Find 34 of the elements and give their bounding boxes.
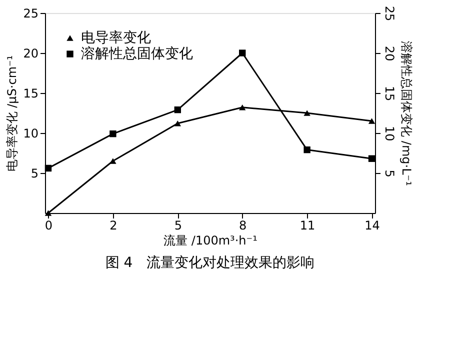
y2-tick-label: 20 bbox=[382, 46, 396, 62]
y2-tick-label: 25 bbox=[382, 6, 396, 22]
x-tick-label: 0 bbox=[44, 218, 53, 232]
x-tick-label: 11 bbox=[300, 218, 316, 232]
y2-axis-title: 溶解性总固体变化 /mg·L⁻¹ bbox=[400, 41, 414, 186]
point bbox=[368, 155, 376, 162]
x-axis-title: 流量 /100m³·h⁻¹ bbox=[164, 234, 258, 248]
x-tick-label: 8 bbox=[239, 218, 247, 232]
point bbox=[368, 118, 376, 124]
y-tick-label: 15 bbox=[23, 86, 38, 100]
y-tick-label: 5 bbox=[30, 166, 38, 180]
point bbox=[110, 130, 116, 138]
point bbox=[239, 104, 246, 110]
y-tick-label: 20 bbox=[23, 46, 38, 60]
y2-tick-label: 15 bbox=[382, 86, 396, 102]
y-tick-label: 25 bbox=[23, 6, 38, 20]
y2-tick-label: 10 bbox=[382, 126, 396, 142]
legend-label: 电导率变化 bbox=[81, 30, 151, 46]
x-tick-label: 2 bbox=[110, 218, 118, 232]
x-tick-label: 14 bbox=[364, 218, 380, 232]
legend-label: 溶解性总固体变化 bbox=[81, 46, 193, 62]
x-tick-label: 5 bbox=[174, 218, 182, 232]
point bbox=[174, 106, 181, 114]
point bbox=[44, 210, 52, 216]
y-axis-title: 电导率变化 /μS·cm⁻¹ bbox=[5, 55, 20, 172]
point bbox=[44, 164, 52, 172]
point bbox=[304, 146, 310, 154]
y2-tick-label: 5 bbox=[382, 170, 396, 178]
point bbox=[110, 158, 116, 164]
point bbox=[174, 120, 181, 126]
point bbox=[304, 110, 310, 116]
text: 图 4 流量变化对处理效果的影响 bbox=[105, 255, 315, 271]
y-tick-label: 10 bbox=[23, 126, 38, 140]
point bbox=[239, 50, 246, 56]
